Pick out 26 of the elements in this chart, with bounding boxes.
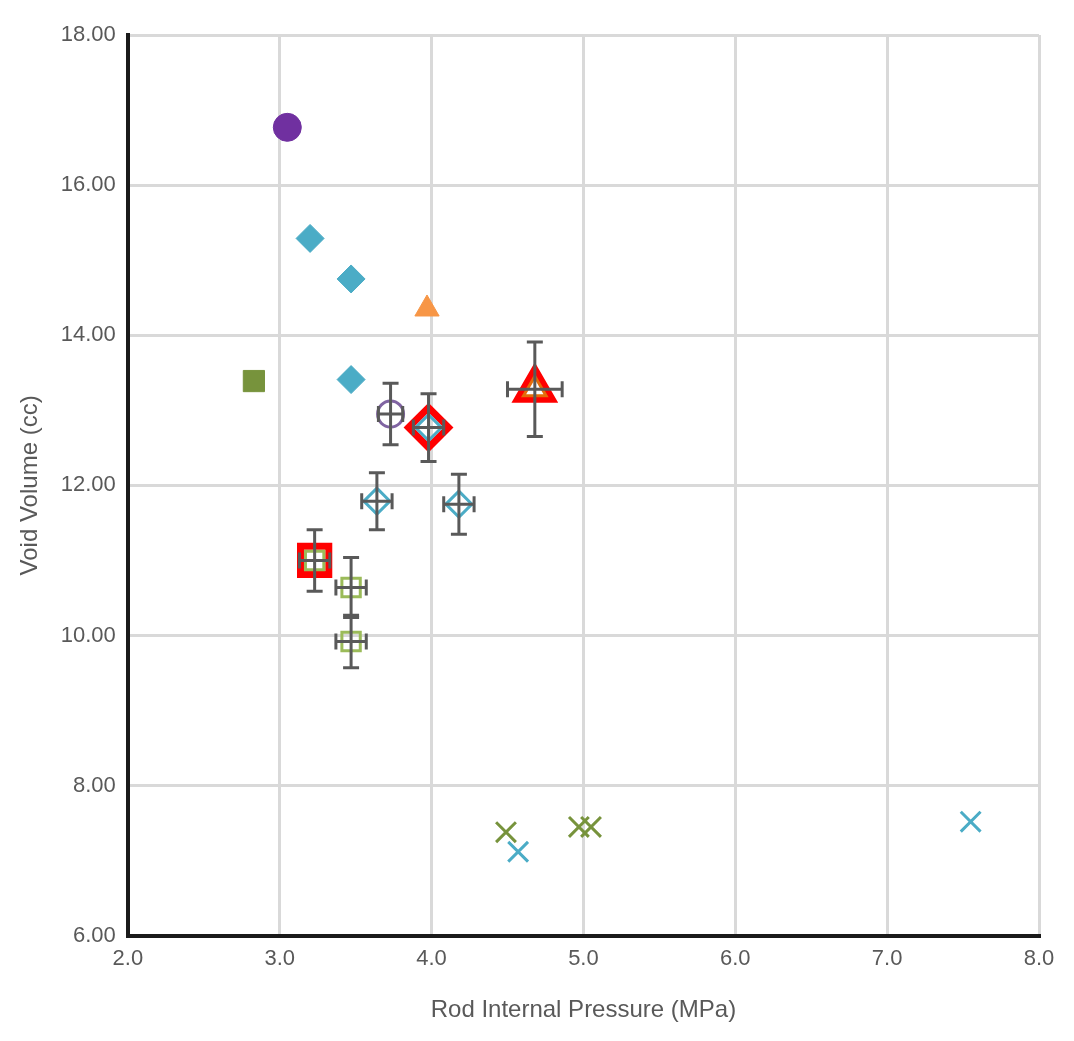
x-axis-title: Rod Internal Pressure (MPa) bbox=[430, 995, 737, 1023]
point bbox=[242, 369, 265, 393]
point bbox=[959, 810, 983, 834]
point bbox=[579, 815, 603, 839]
x-tick-label: 4.0 bbox=[416, 945, 447, 971]
point bbox=[567, 815, 591, 839]
y-tick-label: 6.00 bbox=[73, 921, 116, 947]
point bbox=[506, 840, 530, 864]
y-tick-label: 12.00 bbox=[60, 471, 116, 497]
y-axis-title: Void Volume (cc) bbox=[15, 395, 43, 576]
x-tick-label: 7.0 bbox=[871, 945, 903, 971]
y-tick-label: 8.00 bbox=[73, 771, 116, 797]
point bbox=[295, 223, 325, 253]
y-tick-label: 16.00 bbox=[60, 171, 116, 197]
y-tick-label: 18.00 bbox=[60, 21, 116, 47]
x-tick-label: 3.0 bbox=[264, 945, 296, 971]
y-tick-label: 10.00 bbox=[60, 621, 116, 647]
x-tick-label: 5.0 bbox=[568, 945, 599, 971]
x-tick-label: 8.0 bbox=[1023, 945, 1055, 971]
point bbox=[336, 365, 366, 395]
x-tick-label: 6.0 bbox=[719, 945, 751, 971]
point bbox=[272, 112, 302, 142]
x-tick-label: 2.0 bbox=[112, 945, 144, 971]
point bbox=[494, 820, 518, 844]
point bbox=[336, 264, 366, 294]
y-tick-label: 14.00 bbox=[60, 321, 116, 347]
